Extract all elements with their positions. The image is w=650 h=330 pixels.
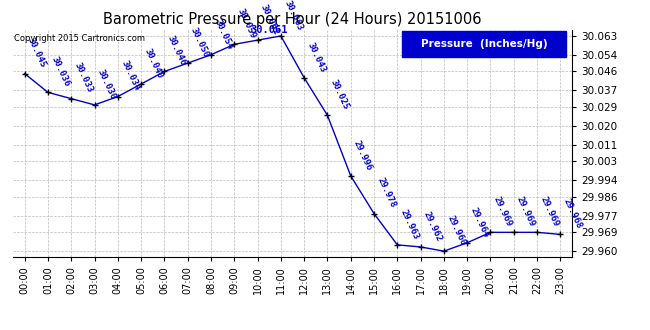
Text: 30.034: 30.034 (119, 59, 141, 92)
FancyBboxPatch shape (402, 31, 566, 57)
Title: Barometric Pressure per Hour (24 Hours) 20151006: Barometric Pressure per Hour (24 Hours) … (103, 12, 482, 27)
Text: 29.969: 29.969 (538, 195, 560, 228)
Text: 30.045: 30.045 (26, 36, 48, 69)
Text: 30.030: 30.030 (96, 68, 118, 101)
Text: 30.046: 30.046 (166, 34, 188, 67)
Text: 29.964: 29.964 (469, 206, 490, 239)
Text: 30.025: 30.025 (329, 78, 350, 111)
Text: 30.033: 30.033 (73, 61, 94, 94)
Text: 29.962: 29.962 (422, 210, 444, 243)
Text: 30.059: 30.059 (236, 7, 257, 40)
Text: 29.968: 29.968 (562, 197, 584, 230)
Text: 30.050: 30.050 (189, 26, 211, 59)
Text: 29.960: 29.960 (445, 214, 467, 247)
Text: 30.061: 30.061 (259, 3, 281, 36)
Text: Copyright 2015 Cartronics.com: Copyright 2015 Cartronics.com (14, 34, 145, 43)
Text: 30.040: 30.040 (142, 47, 164, 80)
Text: 30.063: 30.063 (282, 0, 304, 32)
Text: 29.969: 29.969 (515, 195, 537, 228)
Text: 29.978: 29.978 (376, 176, 397, 209)
Text: 30.054: 30.054 (213, 17, 234, 50)
Text: 30.061: 30.061 (250, 25, 287, 35)
Text: 30.043: 30.043 (306, 41, 328, 74)
Text: 30.036: 30.036 (49, 55, 71, 88)
Text: 29.996: 29.996 (352, 139, 374, 172)
Text: Pressure  (Inches/Hg): Pressure (Inches/Hg) (421, 39, 547, 49)
Text: 29.969: 29.969 (492, 195, 514, 228)
Text: 29.963: 29.963 (398, 208, 421, 241)
